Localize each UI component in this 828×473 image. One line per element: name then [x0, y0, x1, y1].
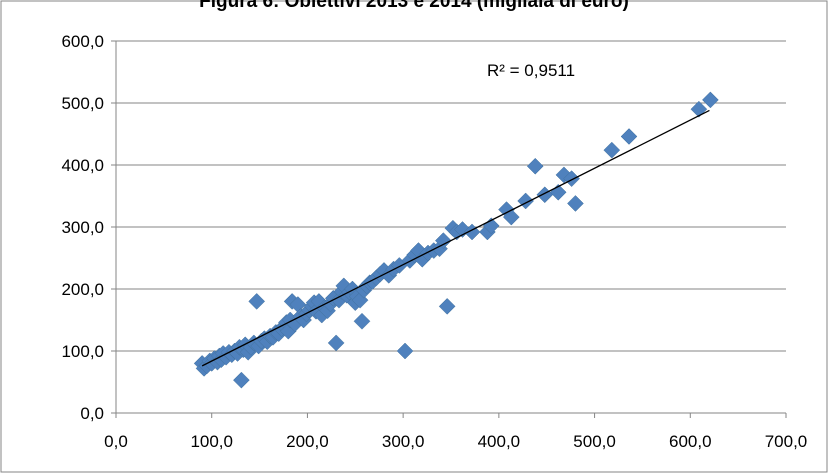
axis-layer — [111, 40, 787, 418]
data-point — [702, 91, 719, 109]
data-point — [396, 342, 414, 360]
y-tick-label: 200,0 — [61, 280, 104, 299]
data-point — [620, 128, 638, 145]
trendline-layer — [201, 109, 710, 367]
data-point — [353, 312, 371, 330]
data-point — [502, 208, 520, 226]
x-tick-label: 400,0 — [478, 432, 521, 451]
x-tick-label: 600,0 — [669, 432, 712, 451]
y-tick-label: 300,0 — [61, 218, 104, 237]
r-squared-annotation: R² = 0,9511 — [487, 61, 575, 80]
data-point — [438, 298, 456, 315]
x-tick-label: 100,0 — [190, 432, 233, 451]
data-point — [248, 293, 266, 310]
x-tick-label: 500,0 — [573, 432, 616, 451]
data-point — [434, 232, 452, 249]
y-tick-label: 400,0 — [61, 156, 104, 175]
y-tick-label: 100,0 — [61, 342, 104, 361]
data-point — [603, 141, 621, 159]
y-tick-label: 600,0 — [61, 32, 104, 51]
data-point — [526, 157, 544, 175]
x-tick-label: 0,0 — [104, 432, 128, 451]
data-point — [233, 371, 250, 389]
tick-label-layer: 0,0 100,0 200,0 300,0 400,0 500,0 600,0 0,0 100,… — [61, 32, 807, 451]
y-tick-label: 500,0 — [61, 94, 104, 113]
x-tick-label: 200,0 — [286, 432, 329, 451]
x-tick-label: 700,0 — [765, 432, 808, 451]
data-point — [563, 170, 580, 187]
y-tick-label: 0,0 — [80, 404, 104, 423]
chart-title: Figura 6: Obiettivi 2013 e 2014 (migliai… — [199, 0, 629, 12]
trendline — [201, 109, 710, 367]
x-tick-label: 300,0 — [382, 432, 425, 451]
data-point — [567, 195, 584, 212]
data-point — [327, 334, 345, 352]
